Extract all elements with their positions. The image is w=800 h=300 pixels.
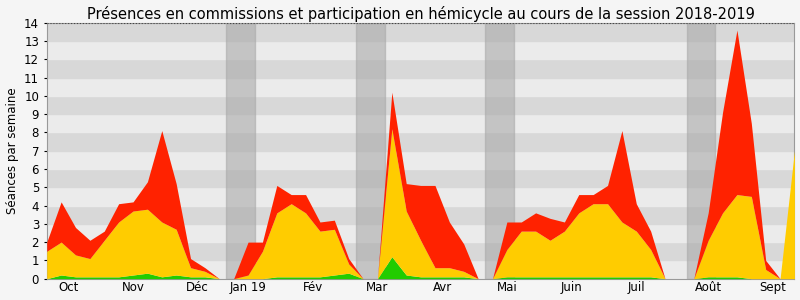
Bar: [46, 151, 794, 169]
Y-axis label: Séances par semaine: Séances par semaine: [6, 87, 18, 214]
Bar: [46, 260, 794, 279]
Bar: [46, 41, 794, 59]
Bar: [46, 242, 794, 260]
Bar: [46, 78, 794, 96]
Bar: [46, 224, 794, 242]
Bar: [46, 23, 794, 41]
Bar: [46, 96, 794, 114]
Bar: [46, 132, 794, 151]
Bar: [46, 59, 794, 78]
Title: Présences en commissions et participation en hémicycle au cours de la session 20: Présences en commissions et participatio…: [86, 6, 754, 22]
Bar: [46, 114, 794, 132]
Bar: [356, 23, 385, 279]
Bar: [46, 169, 794, 187]
Bar: [46, 206, 794, 224]
Bar: [46, 187, 794, 206]
Bar: [686, 23, 715, 279]
Bar: [226, 23, 255, 279]
Bar: [486, 23, 514, 279]
